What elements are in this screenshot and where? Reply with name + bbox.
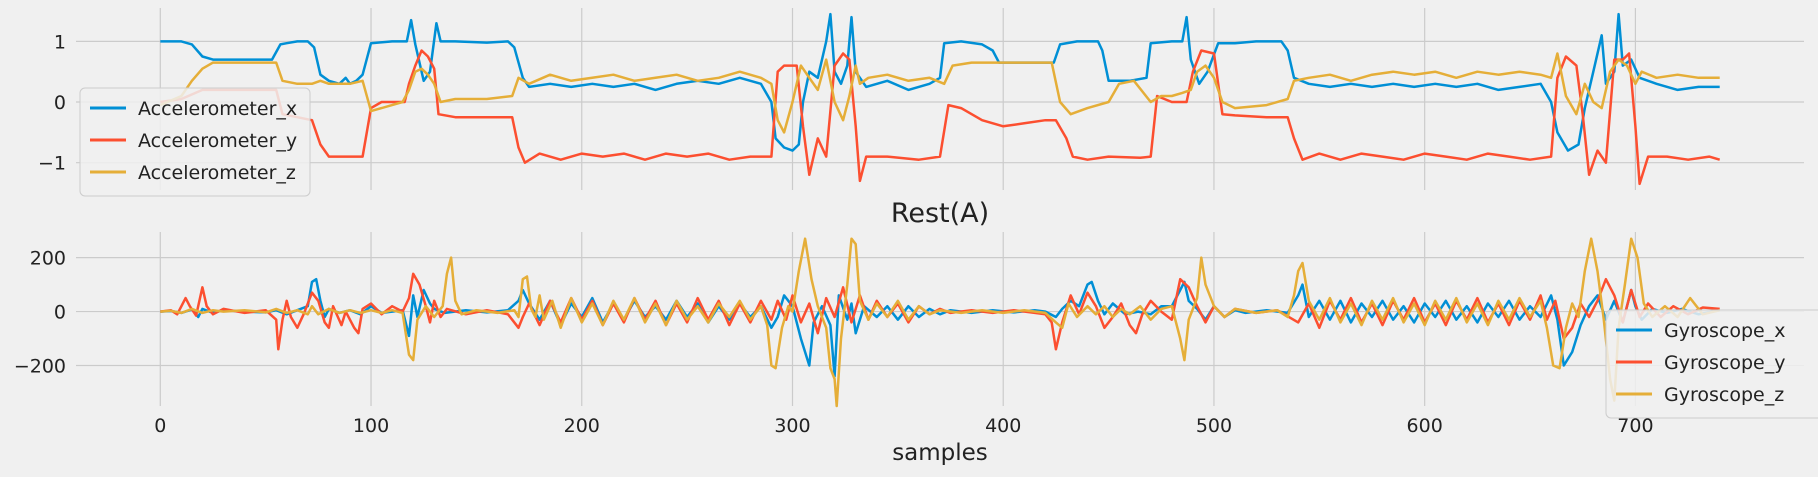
xtick-label: 300	[774, 415, 810, 437]
legend-label-gyroscope_x: Gyroscope_x	[1664, 320, 1785, 342]
legend-label-gyroscope_z: Gyroscope_z	[1664, 384, 1784, 406]
legend-label-gyroscope_y: Gyroscope_y	[1664, 352, 1785, 374]
bottom-ytick-label: −200	[14, 356, 66, 378]
chart-title: Rest(A)	[891, 198, 989, 229]
top-legend: Accelerometer_x Accelerometer_y Accelerome…	[79, 87, 311, 197]
top-grid	[76, 8, 1804, 190]
bottom-ytick-label: 0	[54, 302, 66, 324]
top-ytick-label: −1	[38, 153, 66, 175]
bottom-series	[160, 237, 1720, 408]
bottom-ytick-label: 200	[30, 248, 66, 270]
series-line-accelerometer_y	[160, 49, 1721, 186]
xtick-label: 400	[985, 415, 1021, 437]
top-legend-box	[79, 87, 311, 197]
bottom-legend: Gyroscope_x Gyroscope_y Gyroscope_z	[1605, 309, 1818, 419]
series-line-gyroscope_z	[160, 237, 1720, 408]
series-line-accelerometer_x	[160, 12, 1720, 152]
xtick-labels: 0 100 200 300 400 500 600 700	[154, 415, 1653, 437]
xtick-label: 500	[1196, 415, 1232, 437]
x-axis-label: samples	[892, 440, 988, 466]
accelerometer-subplot: −101 Accelerometer_xAccelerometer_yAccel…	[38, 8, 1804, 197]
xtick-label: 700	[1617, 415, 1653, 437]
top-ytick-label: 1	[54, 31, 66, 53]
series-line-gyroscope_x	[160, 277, 1720, 378]
xtick-label: 600	[1407, 415, 1443, 437]
series-line-accelerometer_z	[159, 52, 1720, 134]
legend-label-accelerometer_y: Accelerometer_y	[138, 130, 297, 152]
xtick-label: 200	[564, 415, 600, 437]
top-ytick-labels: −1 0 1	[38, 31, 66, 174]
bottom-legend-box	[1605, 309, 1818, 419]
legend-label-accelerometer_x: Accelerometer_x	[138, 98, 297, 120]
xtick-label: 0	[154, 415, 166, 437]
top-series	[159, 12, 1721, 186]
legend-label-accelerometer_z: Accelerometer_z	[138, 162, 296, 184]
xtick-label: 100	[353, 415, 389, 437]
bottom-ytick-labels: −200 0 200	[14, 248, 66, 378]
top-ytick-label: 0	[54, 92, 66, 114]
